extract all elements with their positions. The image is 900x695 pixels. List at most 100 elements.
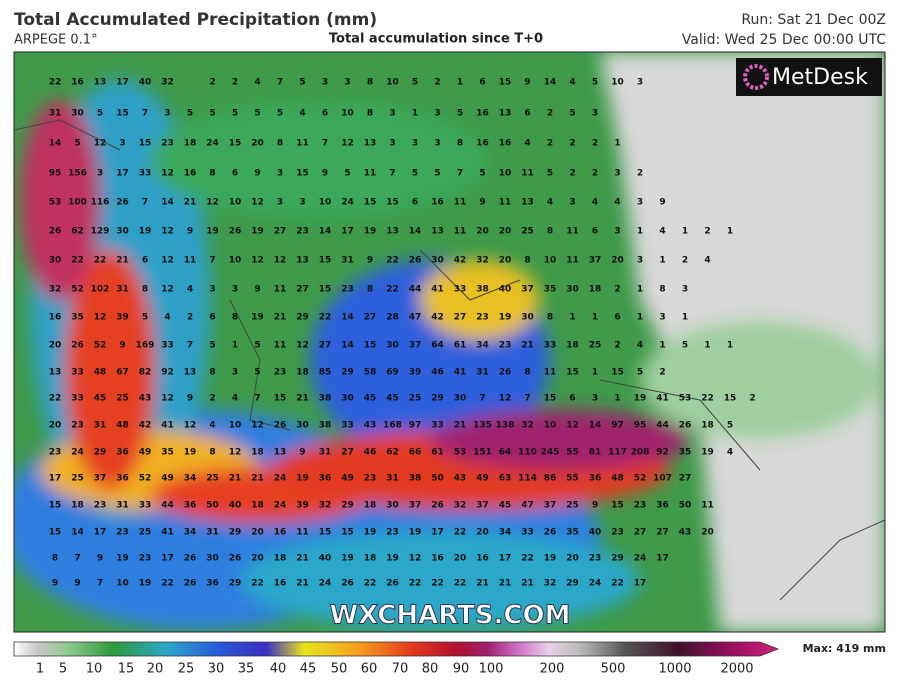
- grid-value: 26: [499, 368, 512, 378]
- grid-value: 37: [476, 501, 489, 511]
- grid-value: 16: [49, 313, 62, 323]
- grid-value: 15: [611, 368, 624, 378]
- grid-value: 36: [116, 448, 129, 458]
- grid-value: 21: [521, 341, 534, 351]
- grid-value: 13: [296, 256, 309, 266]
- grid-value: 3: [434, 139, 440, 149]
- grid-value: 156: [68, 169, 87, 179]
- grid-value: 26: [184, 579, 197, 589]
- grid-value: 22: [49, 78, 62, 88]
- grid-value: 8: [524, 256, 530, 266]
- grid-value: 30: [116, 227, 129, 237]
- map-field: 22 16 13 17 40 32 2 2 4 7 5 3 3 8 10 5 2 1 6 15 9 14 4 5 10 331 30…: [14, 52, 885, 632]
- grid-value: 9: [187, 227, 193, 237]
- grid-value: 16: [71, 78, 84, 88]
- grid-value: 10: [544, 256, 557, 266]
- grid-value: 13: [49, 368, 62, 378]
- grid-value: 12: [206, 198, 219, 208]
- grid-value: 30: [206, 554, 219, 564]
- grid-value: 2: [209, 78, 215, 88]
- grid-value: 31: [206, 528, 219, 538]
- grid-value: 8: [232, 313, 238, 323]
- grid-value: 3: [614, 227, 620, 237]
- colorbar-label: 200: [540, 662, 565, 677]
- grid-value: 25: [409, 394, 422, 404]
- grid-value: 31: [386, 474, 399, 484]
- grid-value: 7: [457, 169, 463, 179]
- grid-value: 6: [412, 198, 418, 208]
- grid-value: 33: [521, 528, 534, 538]
- grid-value: 18: [566, 341, 579, 351]
- grid-value: 116: [91, 198, 110, 208]
- grid-value: 17: [49, 474, 62, 484]
- grid-value: 13: [94, 78, 107, 88]
- grid-value: 24: [206, 139, 219, 149]
- grid-value: 14: [341, 313, 354, 323]
- grid-value: 14: [544, 78, 557, 88]
- grid-value: 208: [631, 448, 650, 458]
- colorbar-label: 90: [453, 662, 470, 677]
- grid-value: 23: [341, 285, 354, 295]
- grid-value: 5: [569, 109, 575, 119]
- grid-value: 26: [679, 421, 692, 431]
- grid-value: 1: [412, 109, 418, 119]
- grid-value: 4: [592, 198, 598, 208]
- grid-value: 13: [184, 368, 197, 378]
- grid-value: 15: [319, 285, 332, 295]
- grid-value: 245: [541, 448, 560, 458]
- grid-value: 4: [569, 78, 575, 88]
- grid-value: 24: [634, 554, 647, 564]
- grid-value: 6: [142, 256, 148, 266]
- grid-value: 15: [319, 256, 332, 266]
- grid-value: 9: [299, 448, 305, 458]
- grid-value: 25: [71, 474, 84, 484]
- grid-value: 1: [659, 341, 665, 351]
- grid-value: 18: [701, 421, 714, 431]
- grid-value: 3: [299, 198, 305, 208]
- grid-value: 3: [389, 139, 395, 149]
- grid-value: 19: [116, 554, 129, 564]
- grid-value: 86: [544, 474, 557, 484]
- grid-value: 3: [97, 169, 103, 179]
- grid-value: 29: [431, 394, 444, 404]
- grid-value: 64: [499, 448, 512, 458]
- grid-value: 16: [184, 169, 197, 179]
- grid-value: 2: [659, 368, 665, 378]
- grid-value: 19: [544, 554, 557, 564]
- grid-value: 1: [614, 394, 620, 404]
- grid-value: 11: [296, 139, 309, 149]
- grid-value: 92: [161, 368, 174, 378]
- grid-value: 55: [566, 448, 579, 458]
- grid-value: 30: [49, 256, 62, 266]
- grid-value: 33: [161, 341, 174, 351]
- grid-value: 23: [71, 421, 84, 431]
- grid-value: 15: [364, 341, 377, 351]
- grid-value: 39: [116, 313, 129, 323]
- grid-value: 42: [139, 421, 152, 431]
- grid-value: 17: [499, 554, 512, 564]
- grid-value: 6: [592, 227, 598, 237]
- grid-value: 41: [161, 421, 174, 431]
- grid-value: 25: [589, 341, 602, 351]
- grid-value: 5: [97, 109, 103, 119]
- grid-value: 25: [566, 501, 579, 511]
- grid-value: 9: [592, 501, 598, 511]
- grid-value: 13: [364, 139, 377, 149]
- model: ARPEGE 0.1°: [14, 33, 98, 48]
- grid-value: 6: [569, 394, 575, 404]
- grid-value: 82: [139, 368, 152, 378]
- grid-value: 23: [476, 313, 489, 323]
- grid-value: 22: [431, 579, 444, 589]
- grid-value: 4: [232, 394, 238, 404]
- grid-value: 1: [569, 313, 575, 323]
- grid-value: 22: [94, 256, 107, 266]
- grid-value: 8: [659, 285, 665, 295]
- valid: Valid: Wed 25 Dec 00:00 UTC: [682, 32, 886, 48]
- grid-value: 27: [679, 474, 692, 484]
- grid-value: 24: [319, 579, 332, 589]
- grid-value: 25: [139, 528, 152, 538]
- colorbar-label: 500: [601, 662, 626, 677]
- grid-value: 21: [229, 474, 242, 484]
- grid-value: 8: [142, 285, 148, 295]
